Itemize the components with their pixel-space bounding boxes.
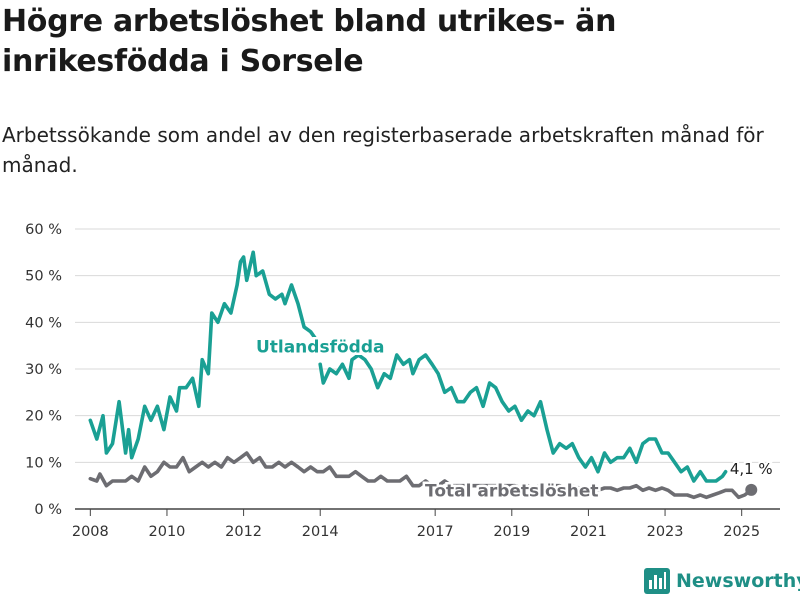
x-tick-label: 2019 bbox=[493, 524, 530, 540]
x-tick-label: 2014 bbox=[302, 524, 339, 540]
gridlines bbox=[75, 228, 780, 510]
x-tick-label: 2010 bbox=[149, 524, 186, 540]
x-tick-label: 2023 bbox=[647, 524, 684, 540]
y-tick-label: 30 % bbox=[25, 362, 62, 378]
y-tick-label: 0 % bbox=[34, 502, 62, 518]
y-tick-label: 40 % bbox=[25, 315, 62, 331]
y-tick-label: 60 % bbox=[25, 222, 62, 238]
series-line-1 bbox=[88, 451, 754, 500]
newsworthy-logo: Newsworthy bbox=[644, 568, 800, 594]
y-tick-label: 20 % bbox=[25, 409, 62, 425]
series-line-0 bbox=[88, 250, 728, 483]
bar-chart-logo-icon bbox=[644, 568, 670, 594]
series-label-utlandsfodda: Utlandsfödda bbox=[256, 338, 385, 358]
series-lines bbox=[88, 250, 754, 500]
x-axis: 2008 2010 2012 2014 2017 2019 2021 2023 2025 bbox=[72, 509, 760, 540]
series-label-total: Total arbetslöshet bbox=[425, 481, 599, 501]
x-tick-label: 2008 bbox=[72, 524, 109, 540]
chart-subtitle: Arbetssökande som andel av den registerb… bbox=[2, 123, 764, 177]
x-tick-label: 2012 bbox=[225, 524, 262, 540]
x-tick-label: 2017 bbox=[417, 524, 454, 540]
brand-name: Newsworthy bbox=[676, 570, 800, 592]
last-value-marker bbox=[745, 483, 758, 496]
last-value-label: 4,1 % bbox=[730, 460, 773, 478]
chart-title: Högre arbetslöshet bland utrikes- än inr… bbox=[2, 4, 617, 79]
x-tick-label: 2021 bbox=[570, 524, 607, 540]
x-tick-label: 2025 bbox=[723, 524, 760, 540]
line-chart: 0 % 10 % 20 % 30 % 40 % 50 % 60 % 2008 2010 2012… bbox=[25, 222, 780, 540]
y-tick-label: 50 % bbox=[25, 269, 62, 285]
y-axis-tick-labels: 0 % 10 % 20 % 30 % 40 % 50 % 60 % bbox=[25, 222, 62, 518]
y-tick-label: 10 % bbox=[25, 455, 62, 471]
